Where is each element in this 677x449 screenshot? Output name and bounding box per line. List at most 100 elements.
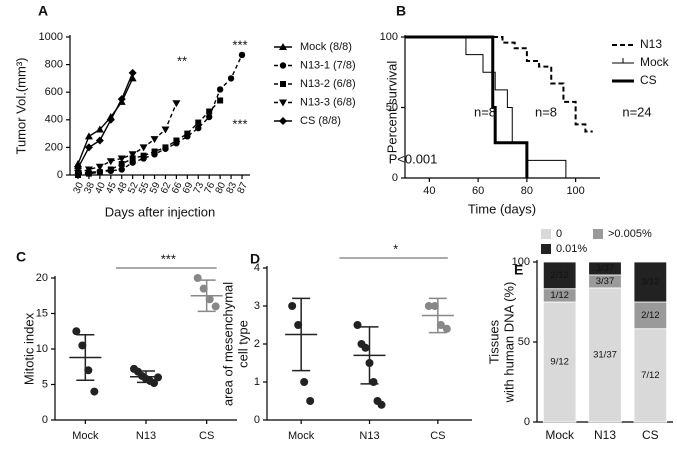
data-point	[205, 295, 214, 304]
value-label: 2/12	[641, 310, 660, 321]
value-label: 3/37	[596, 263, 615, 274]
marker	[173, 137, 180, 144]
marker	[195, 124, 202, 132]
panel: B Percent survival Time (days) 0 50 100 40 60 80…	[380, 3, 670, 217]
data-point	[72, 327, 81, 336]
y-tick-label: 600	[45, 86, 63, 98]
y-axis-label: Tumor Vol.(mm³)	[13, 57, 28, 154]
panel: E Tissues with human DNA (%) 0 50 100 Mock 9/12…	[486, 228, 673, 442]
x-tick-label: 52	[126, 180, 141, 195]
y-axis-label: Tissues	[486, 319, 501, 364]
data-point	[436, 321, 445, 329]
value-label: 7/12	[641, 370, 660, 381]
marker	[95, 125, 104, 133]
marker	[195, 119, 202, 126]
annotation: ***	[161, 251, 176, 266]
survival-curve	[405, 35, 529, 178]
data-point	[424, 302, 433, 310]
marker	[84, 166, 93, 174]
panel: A Tumor Vol.(mm³) Days after injection 0 200…	[13, 3, 355, 220]
annotation: *	[393, 241, 398, 256]
marker	[216, 86, 224, 93]
marker	[74, 164, 82, 173]
data-point	[90, 387, 99, 396]
survival-curve	[405, 36, 593, 133]
data-point	[199, 284, 208, 293]
x-tick-label: Mock	[545, 428, 575, 442]
value-label: 3/12	[641, 277, 660, 288]
y-axis-label: area of mesenchymal	[220, 282, 235, 406]
bar-segment	[633, 301, 668, 330]
y-tick-label: 0	[524, 416, 530, 428]
marker	[128, 68, 137, 77]
marker	[85, 170, 92, 177]
x-tick-label: CS	[642, 428, 659, 442]
x-tick-label: 69	[181, 180, 196, 195]
y-tick-label: 1000	[39, 31, 63, 43]
data-point	[294, 321, 303, 329]
marker	[279, 99, 287, 107]
x-tick-label: 62	[159, 180, 174, 195]
y-tick-label: 3	[254, 300, 260, 312]
bar-segment	[588, 287, 622, 423]
y-tick-label: 1	[254, 376, 260, 388]
panel-letter: D	[250, 251, 260, 267]
marker	[84, 143, 93, 152]
x-tick-label: 87	[235, 180, 250, 195]
x-tick-label: CS	[430, 430, 445, 442]
annotation: ***	[232, 116, 247, 131]
y-tick-label: 5	[42, 378, 48, 390]
data-point	[377, 400, 386, 409]
value-label: 1/12	[550, 290, 569, 301]
y-tick-label: 400	[45, 114, 63, 126]
bar-segment	[633, 261, 668, 303]
y-tick-label: 0	[254, 414, 260, 426]
y-tick-label: 2	[254, 338, 260, 350]
marker	[117, 155, 126, 163]
x-tick-label: N13	[136, 430, 156, 442]
x-tick-label: 73	[192, 180, 207, 195]
marker	[227, 75, 235, 82]
data-point	[84, 366, 93, 375]
x-tick-label: CS	[199, 430, 214, 442]
marker	[106, 158, 115, 166]
x-tick-label: 48	[115, 180, 130, 195]
marker	[84, 132, 93, 140]
y-axis-label: with human DNA (%)	[501, 282, 516, 404]
marker	[117, 95, 126, 104]
y-tick-label: 4	[254, 262, 260, 274]
legend-label: 0.01%	[556, 243, 587, 255]
x-tick-label: 55	[137, 180, 152, 195]
annotation: n=8	[474, 104, 496, 119]
marker	[140, 152, 147, 159]
y-tick-label: 800	[45, 59, 63, 71]
x-tick-label: 76	[203, 180, 218, 195]
y-tick-label: 20	[36, 272, 48, 284]
series-line	[77, 72, 134, 169]
series-line	[77, 54, 243, 175]
x-tick-label: 83	[225, 180, 240, 195]
marker	[238, 51, 246, 59]
marker	[151, 148, 158, 155]
bar-segment	[588, 261, 622, 276]
x-tick-label: 80	[521, 185, 533, 197]
y-tick-label: 0	[392, 172, 398, 184]
marker	[106, 115, 115, 124]
data-point	[353, 321, 362, 329]
marker	[95, 136, 104, 145]
panel: C Mitotic index 0 5 10 15 20 Mock N13 CS ***	[16, 249, 237, 442]
legend-label: N13-3 (6/8)	[300, 96, 356, 108]
x-tick-label: 59	[148, 180, 163, 195]
bar-segment	[542, 301, 577, 423]
data-point	[211, 302, 220, 311]
x-tick-label: 66	[170, 180, 185, 195]
x-axis-label: Time (days)	[468, 201, 536, 216]
y-tick-label: 0	[42, 414, 48, 426]
panel-letter: A	[38, 3, 48, 19]
y-tick-label: 10	[36, 343, 48, 355]
marker	[96, 169, 103, 176]
y-tick-label: 50	[386, 101, 398, 113]
x-tick-label: N13	[594, 428, 616, 442]
y-axis-label: Mitotic index	[21, 312, 36, 385]
x-tick-label: 38	[82, 180, 97, 195]
